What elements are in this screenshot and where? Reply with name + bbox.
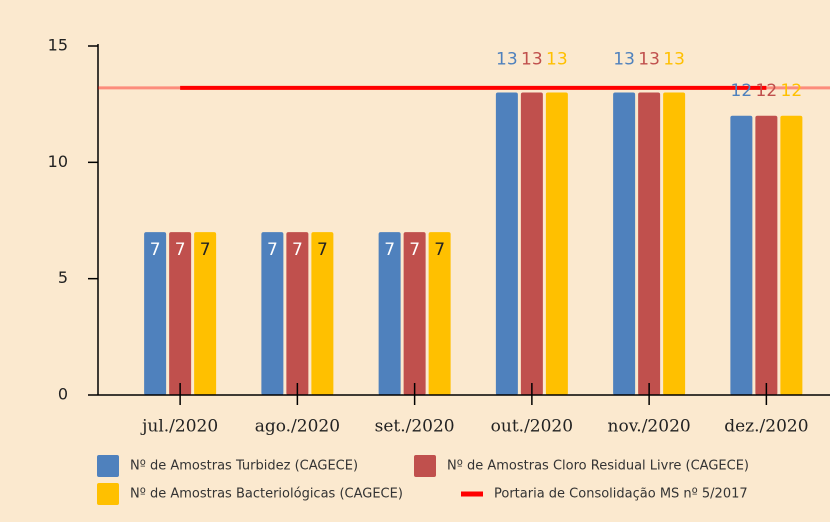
data-label: 12 — [781, 81, 803, 101]
y-tick-label: 5 — [58, 268, 68, 287]
data-label: 13 — [496, 50, 518, 70]
data-label: 7 — [384, 240, 395, 260]
data-label: 12 — [756, 81, 778, 101]
bar — [613, 92, 636, 396]
bar — [495, 92, 518, 396]
bar — [663, 92, 686, 396]
data-label: 13 — [638, 50, 660, 70]
data-label: 13 — [521, 50, 543, 70]
data-label: 7 — [150, 240, 161, 260]
bar — [403, 232, 426, 395]
data-label: 12 — [731, 81, 753, 101]
y-tick-label: 10 — [48, 152, 68, 171]
legend-label: Nº de Amostras Turbidez (CAGECE) — [130, 459, 358, 474]
legend-swatch — [97, 483, 119, 505]
data-label: 7 — [200, 240, 211, 260]
legend-swatch — [97, 455, 119, 477]
y-tick-label: 15 — [48, 36, 68, 55]
legend-swatch — [414, 455, 436, 477]
x-tick-label: ago./2020 — [255, 417, 340, 437]
bar — [638, 92, 661, 396]
bar — [286, 232, 309, 395]
legend-label: Portaria de Consolidação MS nº 5/2017 — [494, 487, 748, 502]
y-tick-label: 0 — [58, 385, 68, 404]
bar — [780, 115, 803, 396]
data-label: 13 — [546, 50, 568, 70]
bar — [144, 232, 167, 395]
data-label: 13 — [663, 50, 685, 70]
x-tick-label: set./2020 — [375, 417, 455, 437]
data-label: 7 — [409, 240, 420, 260]
bar — [194, 232, 217, 395]
data-label: 7 — [292, 240, 303, 260]
legend-label: Nº de Amostras Bacteriológicas (CAGECE) — [130, 487, 403, 502]
bar — [261, 232, 284, 395]
data-label: 7 — [434, 240, 445, 260]
data-label: 7 — [267, 240, 278, 260]
x-tick-label: dez./2020 — [724, 417, 808, 437]
bar — [378, 232, 401, 395]
bar — [311, 232, 334, 395]
data-label: 7 — [317, 240, 328, 260]
legend-label: Nº de Amostras Cloro Residual Livre (CAG… — [447, 459, 749, 474]
x-tick-label: jul./2020 — [140, 417, 218, 437]
bar — [545, 92, 568, 396]
bar — [755, 115, 778, 396]
data-label: 7 — [175, 240, 186, 260]
bar — [730, 115, 753, 396]
bar — [520, 92, 543, 396]
x-tick-label: out./2020 — [491, 417, 573, 437]
data-label: 13 — [613, 50, 635, 70]
bar — [169, 232, 192, 395]
x-tick-label: nov./2020 — [608, 417, 691, 437]
bar — [428, 232, 451, 395]
